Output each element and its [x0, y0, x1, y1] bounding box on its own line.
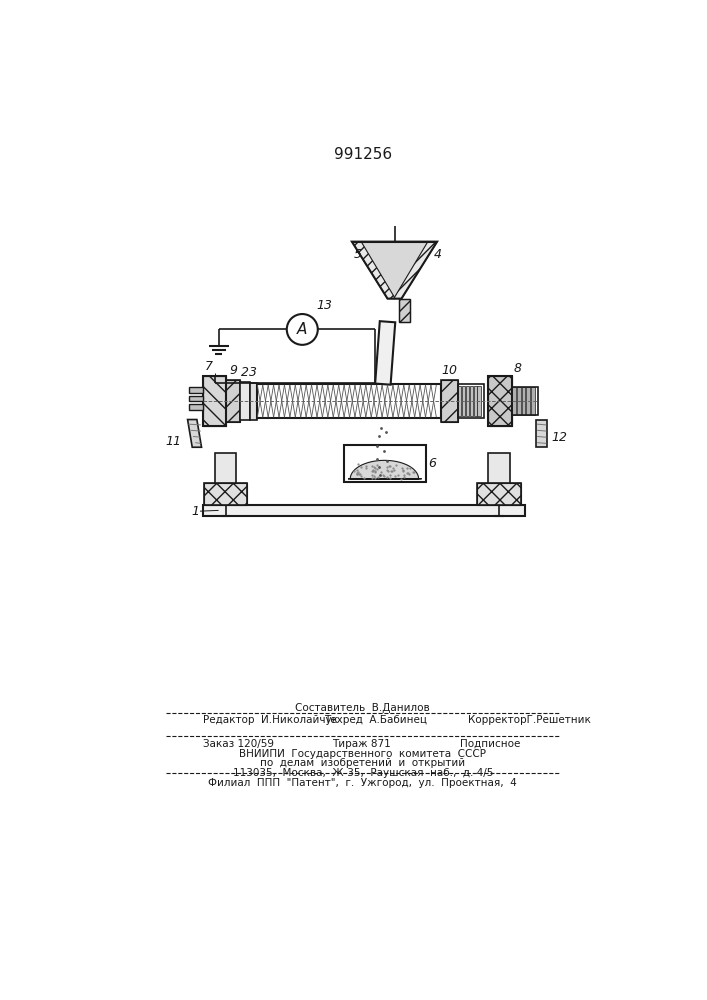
Bar — [226, 380, 240, 422]
Bar — [458, 386, 461, 416]
Bar — [466, 386, 469, 416]
Bar — [477, 483, 521, 505]
Polygon shape — [394, 242, 437, 299]
Polygon shape — [375, 321, 395, 385]
Text: Подписное: Подписное — [460, 739, 521, 749]
Bar — [462, 386, 465, 416]
Bar — [399, 299, 410, 322]
Text: 10: 10 — [442, 364, 457, 377]
Bar — [513, 387, 538, 415]
Text: A: A — [297, 322, 308, 337]
Text: 991256: 991256 — [334, 147, 392, 162]
Text: Филиал  ППП  "Патент",  г.  Ужгород,  ул.  Проектная,  4: Филиал ППП "Патент", г. Ужгород, ул. Про… — [209, 778, 517, 788]
Text: 13: 13 — [316, 299, 332, 312]
Polygon shape — [348, 460, 421, 479]
Text: 7: 7 — [204, 360, 213, 373]
Bar — [203, 376, 226, 426]
Bar — [477, 483, 521, 505]
Bar — [477, 386, 481, 416]
Text: 12: 12 — [552, 431, 568, 444]
Text: по  делам  изобретений  и  открытий: по делам изобретений и открытий — [260, 758, 465, 768]
Bar — [203, 376, 226, 426]
Text: КорректорГ.Решетник: КорректорГ.Решетник — [468, 715, 591, 725]
Bar — [489, 453, 510, 505]
Bar — [226, 380, 240, 422]
Bar — [250, 383, 257, 420]
Bar — [441, 380, 458, 422]
Text: 8: 8 — [514, 362, 522, 375]
Bar — [189, 404, 203, 410]
Bar — [522, 387, 525, 415]
Bar — [240, 382, 250, 420]
Bar — [215, 453, 236, 505]
Text: Заказ 120/59: Заказ 120/59 — [203, 739, 274, 749]
Bar — [203, 505, 525, 516]
Polygon shape — [187, 420, 201, 447]
Bar — [469, 386, 473, 416]
Text: 9: 9 — [229, 364, 238, 377]
Bar — [488, 376, 513, 426]
Bar — [458, 384, 484, 418]
Text: Тираж 871: Тираж 871 — [332, 739, 391, 749]
Bar — [517, 387, 521, 415]
Text: 11: 11 — [165, 435, 182, 448]
Bar — [204, 483, 247, 505]
Bar — [441, 380, 458, 422]
Bar — [513, 387, 516, 415]
Text: Техред  А.Бабинец: Техред А.Бабинец — [324, 715, 427, 725]
Text: 113035,  Москва,  Ж-35,  Раушская  наб.,  д. 4/5: 113035, Москва, Ж-35, Раушская наб., д. … — [233, 768, 493, 778]
Polygon shape — [537, 420, 547, 447]
Text: 5: 5 — [354, 248, 361, 261]
Bar — [488, 376, 513, 426]
Bar — [189, 396, 203, 401]
Bar — [204, 483, 247, 505]
Circle shape — [287, 314, 317, 345]
Text: 6: 6 — [428, 457, 437, 470]
Bar — [344, 445, 426, 482]
Polygon shape — [352, 242, 437, 299]
Text: Редактор  И.Николайчук: Редактор И.Николайчук — [203, 715, 338, 725]
Text: 4: 4 — [434, 248, 442, 261]
Bar — [399, 299, 410, 322]
Bar — [189, 387, 203, 393]
Bar — [531, 387, 534, 415]
Text: 1: 1 — [191, 505, 199, 518]
Bar — [526, 387, 530, 415]
Bar — [474, 386, 477, 416]
Text: 2: 2 — [241, 366, 249, 379]
Text: ВНИИПИ  Государственного  комитета  СССР: ВНИИПИ Государственного комитета СССР — [239, 749, 486, 759]
Text: 3: 3 — [250, 366, 257, 379]
Polygon shape — [352, 242, 395, 299]
Text: Составитель  В.Данилов: Составитель В.Данилов — [296, 703, 430, 713]
Bar — [257, 384, 441, 418]
